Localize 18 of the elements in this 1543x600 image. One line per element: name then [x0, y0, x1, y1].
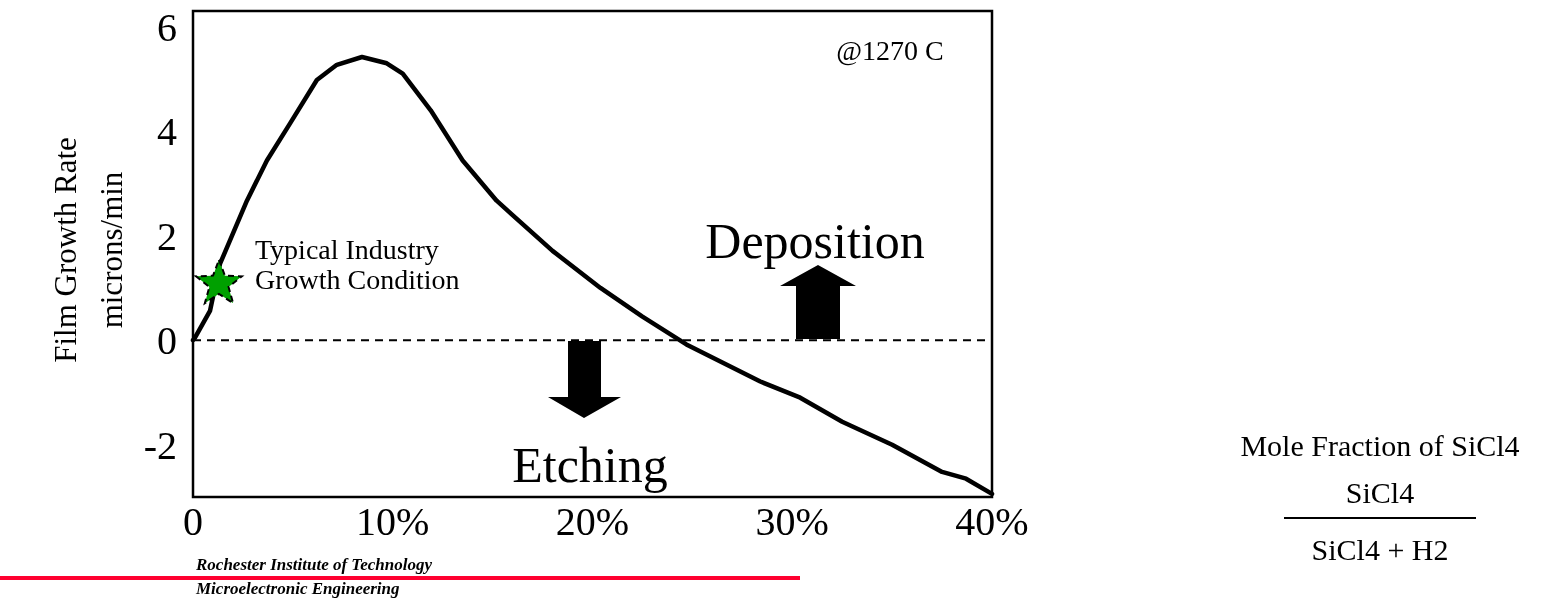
x-tick-label: 20%	[555, 499, 630, 544]
annotation: Etching	[512, 437, 668, 493]
x-tick-label: 10%	[356, 499, 430, 544]
y-tick-label: 6	[157, 4, 177, 50]
y-axis-title: Film Growth Rate microns/min	[48, 137, 129, 363]
y-tick-label: 0	[157, 318, 177, 364]
y-tick-label: 2	[157, 213, 177, 259]
annotation: Deposition	[705, 213, 925, 269]
y-tick-label: 4	[157, 109, 177, 155]
x-tick-label: 30%	[755, 499, 829, 544]
text: SiCl4 + H2	[1311, 533, 1449, 566]
y-tick-label: -2	[143, 422, 177, 468]
annotation: Typical Industry Growth Condition	[254, 233, 460, 295]
annotation: @1270 C	[836, 35, 944, 66]
text: SiCl4	[1345, 476, 1415, 509]
x-tick-label: 40%	[955, 499, 1029, 544]
text: Rochester Institute of Technology Microelectronic Engineering	[195, 555, 433, 598]
text: Mole Fraction of SiCl4	[1240, 429, 1520, 462]
